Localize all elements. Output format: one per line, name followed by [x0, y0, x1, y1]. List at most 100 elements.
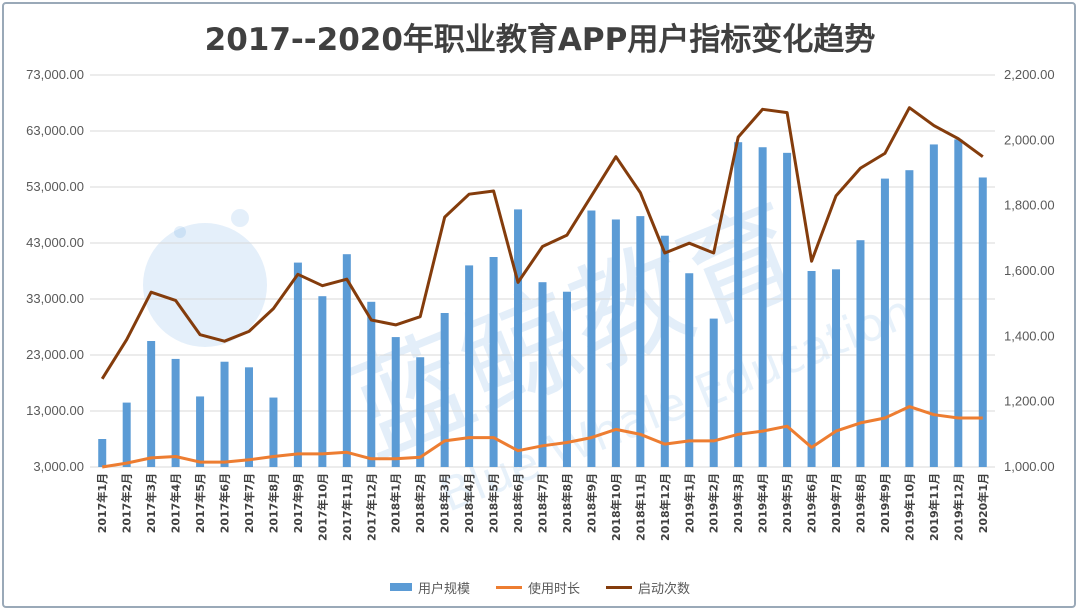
legend-item-launches: 启动次数	[606, 578, 690, 597]
right-tick-label: 1,000.00	[1004, 459, 1055, 474]
watermark-logo-circle	[143, 223, 267, 347]
left-tick-label: 53,000.00	[26, 179, 84, 194]
left-tick-label: 3,000.00	[33, 459, 84, 474]
bar-user-scale	[783, 152, 792, 467]
bar-user-scale	[954, 139, 963, 467]
legend-label-user-scale: 用户规模	[418, 581, 471, 597]
x-tick-label: 2017年5月	[193, 473, 207, 533]
bar-user-scale	[98, 439, 107, 467]
x-tick-label: 2019年12月	[951, 473, 965, 541]
x-tick-label: 2018年8月	[560, 473, 574, 533]
x-tick-label: 2019年6月	[805, 473, 819, 533]
x-tick-label: 2018年11月	[633, 473, 647, 541]
x-tick-label: 2019年10月	[902, 473, 916, 541]
bar-user-scale	[636, 216, 645, 467]
x-tick-label: 2017年2月	[120, 473, 134, 533]
right-tick-label: 2,000.00	[1004, 132, 1055, 147]
left-axis-ticks: 3,000.00 13,000.00 23,000.00 33,000.00 43,00…	[26, 67, 84, 474]
bar-user-scale	[929, 144, 938, 467]
bar-user-scale	[758, 147, 767, 468]
x-tick-label: 2018年5月	[487, 473, 501, 533]
x-tick-label: 2019年4月	[756, 473, 770, 533]
left-tick-label: 43,000.00	[26, 235, 84, 250]
bar-user-scale	[220, 361, 229, 467]
right-tick-label: 1,400.00	[1004, 328, 1055, 343]
x-tick-label: 2019年2月	[707, 473, 721, 533]
bar-user-scale	[587, 210, 596, 467]
x-tick-label: 2019年7月	[829, 473, 843, 533]
x-tick-label: 2019年11月	[927, 473, 941, 541]
watermark-logo-drop	[174, 226, 186, 238]
x-tick-label: 2019年3月	[731, 473, 745, 533]
legend-label-duration: 使用时长	[528, 581, 581, 597]
bar-user-scale	[269, 397, 278, 467]
x-tick-label: 2018年3月	[438, 473, 452, 533]
x-tick-label: 2017年3月	[144, 473, 158, 533]
bar-user-scale	[880, 178, 889, 467]
legend: 用户规模 使用时长 启动次数	[390, 576, 690, 598]
x-tick-label: 2018年9月	[584, 473, 598, 533]
x-tick-label: 2017年4月	[169, 473, 183, 533]
x-tick-label: 2018年6月	[511, 473, 525, 533]
x-tick-label: 2018年4月	[462, 473, 476, 533]
bar-user-scale	[391, 337, 400, 467]
bar-user-scale	[832, 269, 841, 467]
bar-user-scale	[489, 257, 498, 467]
bar-user-scale	[905, 170, 914, 467]
right-tick-label: 1,200.00	[1004, 394, 1055, 409]
x-tick-label: 2017年11月	[340, 473, 354, 541]
line-duration	[101, 405, 983, 469]
right-tick-label: 2,200.00	[1004, 67, 1055, 82]
legend-item-user-scale: 用户规模	[390, 578, 470, 597]
x-tick-label: 2019年8月	[853, 473, 867, 533]
bar-user-scale	[514, 209, 523, 467]
left-tick-label: 73,000.00	[26, 67, 84, 82]
bar-user-scale	[171, 358, 180, 467]
x-tick-label: 2017年10月	[315, 473, 329, 541]
x-tick-label: 2019年1月	[682, 473, 696, 533]
left-tick-label: 23,000.00	[26, 347, 84, 362]
bar-user-scale	[367, 301, 376, 467]
x-tick-label: 2020年1月	[976, 473, 990, 533]
bar-user-scale	[440, 313, 449, 467]
x-tick-label: 2017年8月	[266, 473, 280, 533]
chart-title: 2017--2020年职业教育APP用户指标变化趋势	[204, 22, 876, 58]
left-tick-label: 33,000.00	[26, 291, 84, 306]
x-tick-label: 2017年7月	[242, 473, 256, 533]
x-tick-label: 2017年12月	[364, 473, 378, 541]
legend-swatch-duration	[496, 585, 523, 589]
legend-item-duration: 使用时长	[496, 578, 580, 597]
legend-swatch-bar	[390, 583, 412, 591]
x-tick-label: 2017年9月	[291, 473, 305, 533]
x-axis-ticks: 2017年1月 2017年2月 2017年3月 2017年4月 2017年5月 2017年…	[95, 473, 990, 541]
watermark-logo-drop	[231, 209, 249, 227]
bar-user-scale	[465, 265, 474, 467]
line-launches	[100, 106, 984, 380]
bar-user-scale	[196, 396, 205, 467]
bar-user-scale	[685, 273, 694, 467]
left-tick-label: 63,000.00	[26, 123, 84, 138]
bar-user-scale	[538, 282, 547, 467]
x-tick-label: 2018年1月	[389, 473, 403, 533]
bar-user-scale	[244, 367, 253, 467]
legend-label-launches: 启动次数	[638, 581, 691, 597]
bar-user-scale	[660, 235, 669, 467]
x-tick-label: 2019年5月	[780, 473, 794, 533]
bar-user-scale	[734, 142, 743, 467]
bar-user-scale	[856, 240, 865, 467]
legend-swatch-launches	[606, 585, 633, 589]
x-tick-label: 2018年7月	[536, 473, 550, 533]
bar-user-scale	[293, 262, 302, 467]
bar-user-scale	[416, 357, 425, 467]
right-tick-label: 1,600.00	[1004, 263, 1055, 278]
bar-user-scale	[807, 271, 816, 467]
bar-user-scale	[318, 296, 327, 467]
x-tick-label: 2017年6月	[218, 473, 232, 533]
right-axis-ticks: 1,000.00 1,200.00 1,400.00 1,600.00 1,800.00…	[1004, 67, 1055, 474]
bar-user-scale	[709, 318, 718, 467]
x-tick-label: 2019年9月	[878, 473, 892, 533]
right-tick-label: 1,800.00	[1004, 198, 1055, 213]
x-tick-label: 2017年1月	[95, 473, 109, 533]
